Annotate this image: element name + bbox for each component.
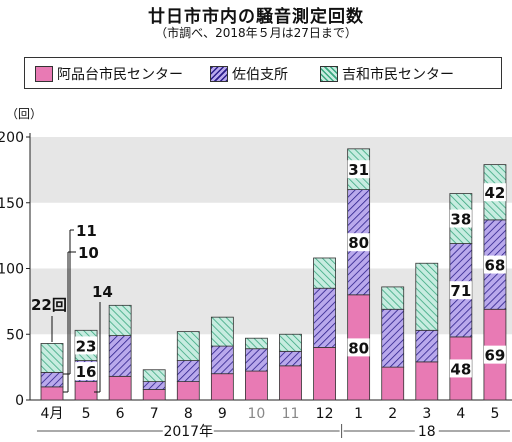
bar-saeki <box>313 287 336 348</box>
band-50-100 <box>30 268 512 335</box>
bar-saeki <box>142 381 166 390</box>
x-tick-label: 3 <box>422 406 431 422</box>
x-tick-label: 10 <box>248 406 266 422</box>
bar-ajina <box>142 389 166 401</box>
x-tick-label: 6 <box>116 406 125 422</box>
band-150-200 <box>30 137 512 203</box>
bar-yoshiwa <box>210 316 234 347</box>
bar-saeki <box>381 308 405 368</box>
data-label: 69 <box>484 347 505 365</box>
bar-ajina <box>74 381 98 401</box>
legend-item-ajina: 阿品台市民センター <box>35 65 183 83</box>
year-label-bg <box>162 422 214 440</box>
data-label: 68 <box>484 257 505 275</box>
bar-ajina <box>245 370 268 401</box>
data-label-bg <box>75 362 98 381</box>
bar-yoshiwa <box>108 304 132 336</box>
data-label-bg <box>483 345 506 364</box>
bar-saeki <box>279 350 302 367</box>
y-tick-label: 50 <box>6 327 24 343</box>
x-tick-label: 4 <box>456 406 465 422</box>
bar-ajina <box>210 373 234 401</box>
legend: 阿品台市民センター 佐伯支所 吉和市民センター <box>24 57 502 89</box>
data-label-bg <box>347 233 370 252</box>
bar-saeki <box>415 329 439 363</box>
x-tick-label: 9 <box>218 406 227 422</box>
bar-ajina <box>381 366 405 401</box>
data-label-bg <box>75 336 98 355</box>
data-label-bg <box>449 359 472 378</box>
x-tick-label: 2 <box>388 406 397 422</box>
bar-ajina <box>313 346 336 401</box>
bar-saeki <box>210 345 234 375</box>
bar-yoshiwa <box>381 286 405 310</box>
legend-label-saeki: 佐伯支所 <box>232 67 288 83</box>
callout-label: 10 <box>78 244 99 262</box>
data-label-bg <box>483 183 506 202</box>
data-label: 48 <box>450 360 471 378</box>
data-label: 16 <box>76 363 97 381</box>
data-label-bg <box>347 338 370 357</box>
data-label-bg <box>347 160 370 179</box>
legend-swatch-saeki <box>210 66 228 82</box>
bar-yoshiwa <box>176 331 200 361</box>
x-tick-label: 5 <box>82 406 91 422</box>
year-label-bg <box>414 422 439 440</box>
callout-label: 14 <box>92 283 113 301</box>
data-label: 80 <box>348 234 369 252</box>
year-label: 18 <box>418 424 436 440</box>
y-tick-label: 0 <box>15 393 24 409</box>
x-tick-label: 12 <box>316 406 334 422</box>
chart-subtitle: （市調べ、2018年５月は27日まで） <box>155 26 357 40</box>
legend-item-yoshiwa: 吉和市民センター <box>320 65 454 83</box>
data-label-bg <box>449 209 472 228</box>
data-label: 23 <box>76 337 97 355</box>
bar-yoshiwa <box>142 369 166 382</box>
x-tick-label: 1 <box>354 406 363 422</box>
data-label: 42 <box>484 184 505 202</box>
data-label: 38 <box>450 211 471 229</box>
x-tick-label: 8 <box>184 406 193 422</box>
legend-label-yoshiwa: 吉和市民センター <box>342 67 454 83</box>
bar-saeki <box>40 371 64 388</box>
data-label: 31 <box>348 161 369 179</box>
x-tick-label: 4月 <box>41 406 64 422</box>
bar-ajina <box>415 361 439 401</box>
callout-label: 22回 <box>31 296 67 314</box>
y-tick-label: 100 <box>0 262 24 278</box>
x-tick-label: 5 <box>490 406 499 422</box>
data-label-bg <box>449 281 472 300</box>
bar-saeki <box>245 348 268 372</box>
bar-ajina <box>279 365 302 401</box>
bar-yoshiwa <box>279 333 302 352</box>
data-label: 80 <box>348 339 369 357</box>
data-label: 71 <box>450 282 471 300</box>
bar-ajina <box>108 375 132 401</box>
y-unit-label: （回） <box>6 107 42 121</box>
y-tick-label: 150 <box>0 196 24 212</box>
year-label: 2017年 <box>163 424 213 440</box>
bar-saeki <box>108 335 132 377</box>
y-tick-label: 200 <box>0 130 24 146</box>
legend-swatch-ajina <box>35 66 53 82</box>
bar-ajina <box>40 386 64 401</box>
x-tick-label: 11 <box>282 406 300 422</box>
bar-yoshiwa <box>313 257 336 289</box>
bar-ajina <box>176 381 200 401</box>
x-tick-label: 7 <box>150 406 159 422</box>
bar-saeki <box>176 360 200 382</box>
legend-item-saeki: 佐伯支所 <box>210 65 288 83</box>
chart-title: 廿日市市内の騒音測定回数 <box>148 7 364 27</box>
legend-label-ajina: 阿品台市民センター <box>57 67 183 83</box>
bar-yoshiwa <box>415 262 439 331</box>
data-label-bg <box>483 255 506 274</box>
callout-label: 11 <box>76 222 97 240</box>
bar-yoshiwa <box>40 343 64 373</box>
legend-swatch-yoshiwa <box>320 66 338 82</box>
bar-yoshiwa <box>245 337 268 350</box>
